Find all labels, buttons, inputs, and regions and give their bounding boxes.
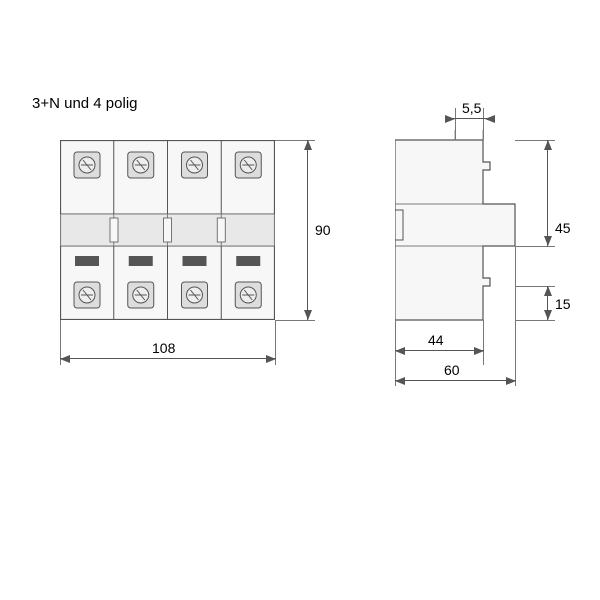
arrow-icon xyxy=(544,310,552,320)
arrow-icon xyxy=(304,140,312,150)
diagram-title: 3+N und 4 polig xyxy=(32,95,138,112)
front-view xyxy=(60,140,275,320)
ext-line xyxy=(455,108,456,140)
dim-label-45: 45 xyxy=(555,220,571,236)
dim-label-108: 108 xyxy=(152,340,175,356)
ext-line xyxy=(483,320,484,365)
dim-line-60 xyxy=(395,380,516,381)
arrow-icon xyxy=(304,310,312,320)
arrow-icon xyxy=(485,115,495,123)
dim-line-90 xyxy=(307,140,308,320)
ext-line xyxy=(275,320,315,321)
dim-label-90: 90 xyxy=(315,222,331,238)
arrow-icon xyxy=(474,347,484,355)
dim-line-108 xyxy=(60,358,276,359)
arrow-icon xyxy=(395,377,405,385)
arrow-icon xyxy=(506,377,516,385)
dim-label-15: 15 xyxy=(555,296,571,312)
ext-line xyxy=(395,320,396,365)
arrow-icon xyxy=(395,347,405,355)
arrow-icon xyxy=(266,355,276,363)
arrow-icon xyxy=(544,236,552,246)
arrow-icon xyxy=(544,286,552,296)
arrow-icon xyxy=(544,140,552,150)
ext-line xyxy=(515,246,516,386)
dim-label-5-5: 5,5 xyxy=(462,100,481,116)
arrow-icon xyxy=(60,355,70,363)
dim-label-60: 60 xyxy=(444,362,460,378)
arrow-icon xyxy=(445,115,455,123)
dim-line-45 xyxy=(547,140,548,246)
ext-line xyxy=(515,320,555,321)
ext-line xyxy=(515,246,555,247)
ext-line xyxy=(483,108,484,140)
side-view xyxy=(395,130,525,330)
dim-line-44 xyxy=(395,350,484,351)
dim-label-44: 44 xyxy=(428,332,444,348)
